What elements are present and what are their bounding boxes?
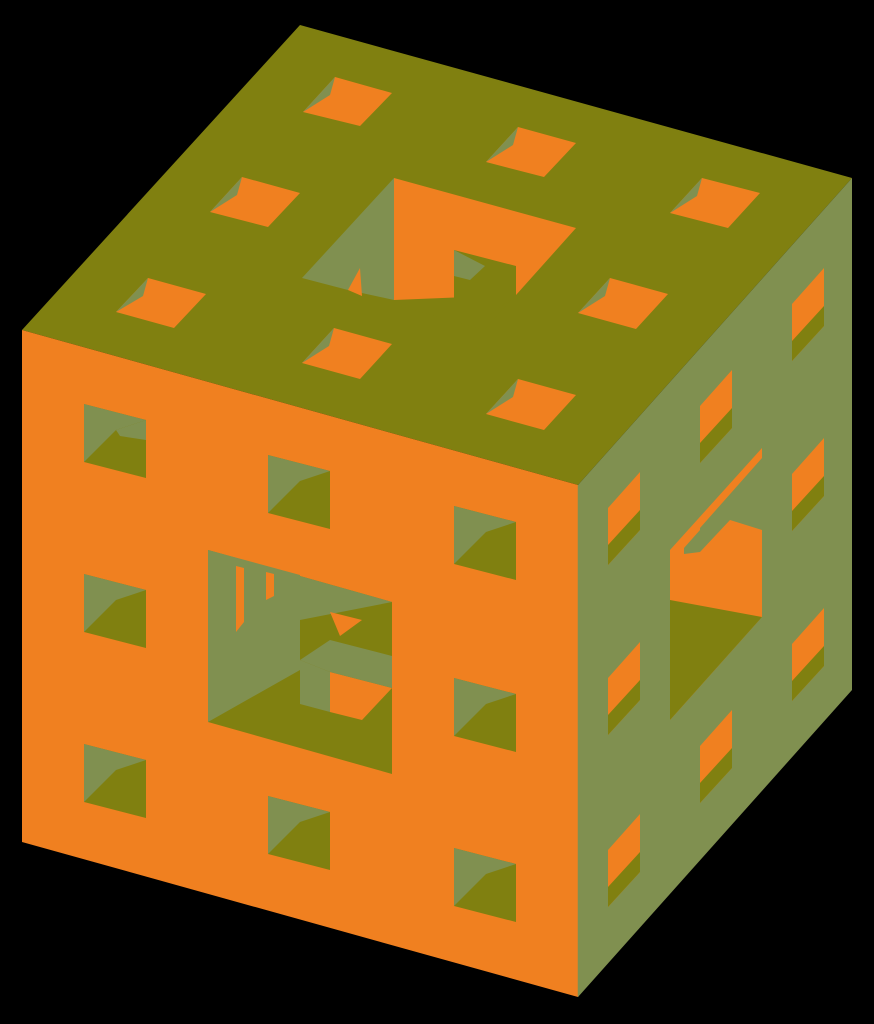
side-hole-wall [608,852,640,907]
front-face-group [22,330,578,997]
front-hole-wall [268,796,330,854]
front-center-hole-slot-left2 [266,572,274,600]
front-hole-wall [454,506,516,564]
top-hole-wall [486,127,518,162]
top-hole-wall [302,328,334,363]
side-face-holes [608,268,824,907]
side-hole-wall [792,306,824,361]
side-hole-wall [608,510,640,565]
side-hole-wall [700,408,732,463]
front-center-hole-slot-left [236,566,244,632]
top-center-hole-inner-light [454,250,485,280]
front-center-hole [208,550,392,774]
top-hole-wall [486,379,518,414]
top-face-group [22,25,852,485]
front-hole-wall [84,404,146,462]
front-hole-wall [84,574,146,632]
front-center-hole-slot-top [330,612,362,636]
top-hole-wall [303,77,335,112]
top-face-holes [116,77,760,430]
side-center-hole-inner-orange [684,530,700,554]
front-center-hole-inner-top [300,640,392,688]
top-center-hole-slot [348,268,362,296]
side-hole-wall [792,646,824,701]
front-face-holes [84,404,516,922]
top-hole-wall [210,177,242,212]
side-center-hole [670,448,762,720]
front-hole-wall [268,455,330,513]
side-hole-wall [700,748,732,803]
top-center-hole [302,178,576,330]
top-center-hole-back [394,178,576,300]
front-hole-wall [454,848,516,906]
front-hole-wall [84,744,146,802]
front-center-hole-inner-wall [300,660,330,712]
top-hole-wall [116,278,148,312]
side-hole-wall [792,476,824,531]
top-hole-wall [670,178,702,213]
side-center-hole-floor [670,600,762,720]
front-center-hole-top-wall [208,550,392,620]
front-hole-wall [454,678,516,736]
side-face-group [578,178,852,997]
top-center-hole-wall-left [302,178,394,300]
top-hole-wall [578,278,610,313]
side-center-hole-inner [700,458,762,552]
front-hole-back [116,420,146,440]
side-hole-wall [608,680,640,735]
